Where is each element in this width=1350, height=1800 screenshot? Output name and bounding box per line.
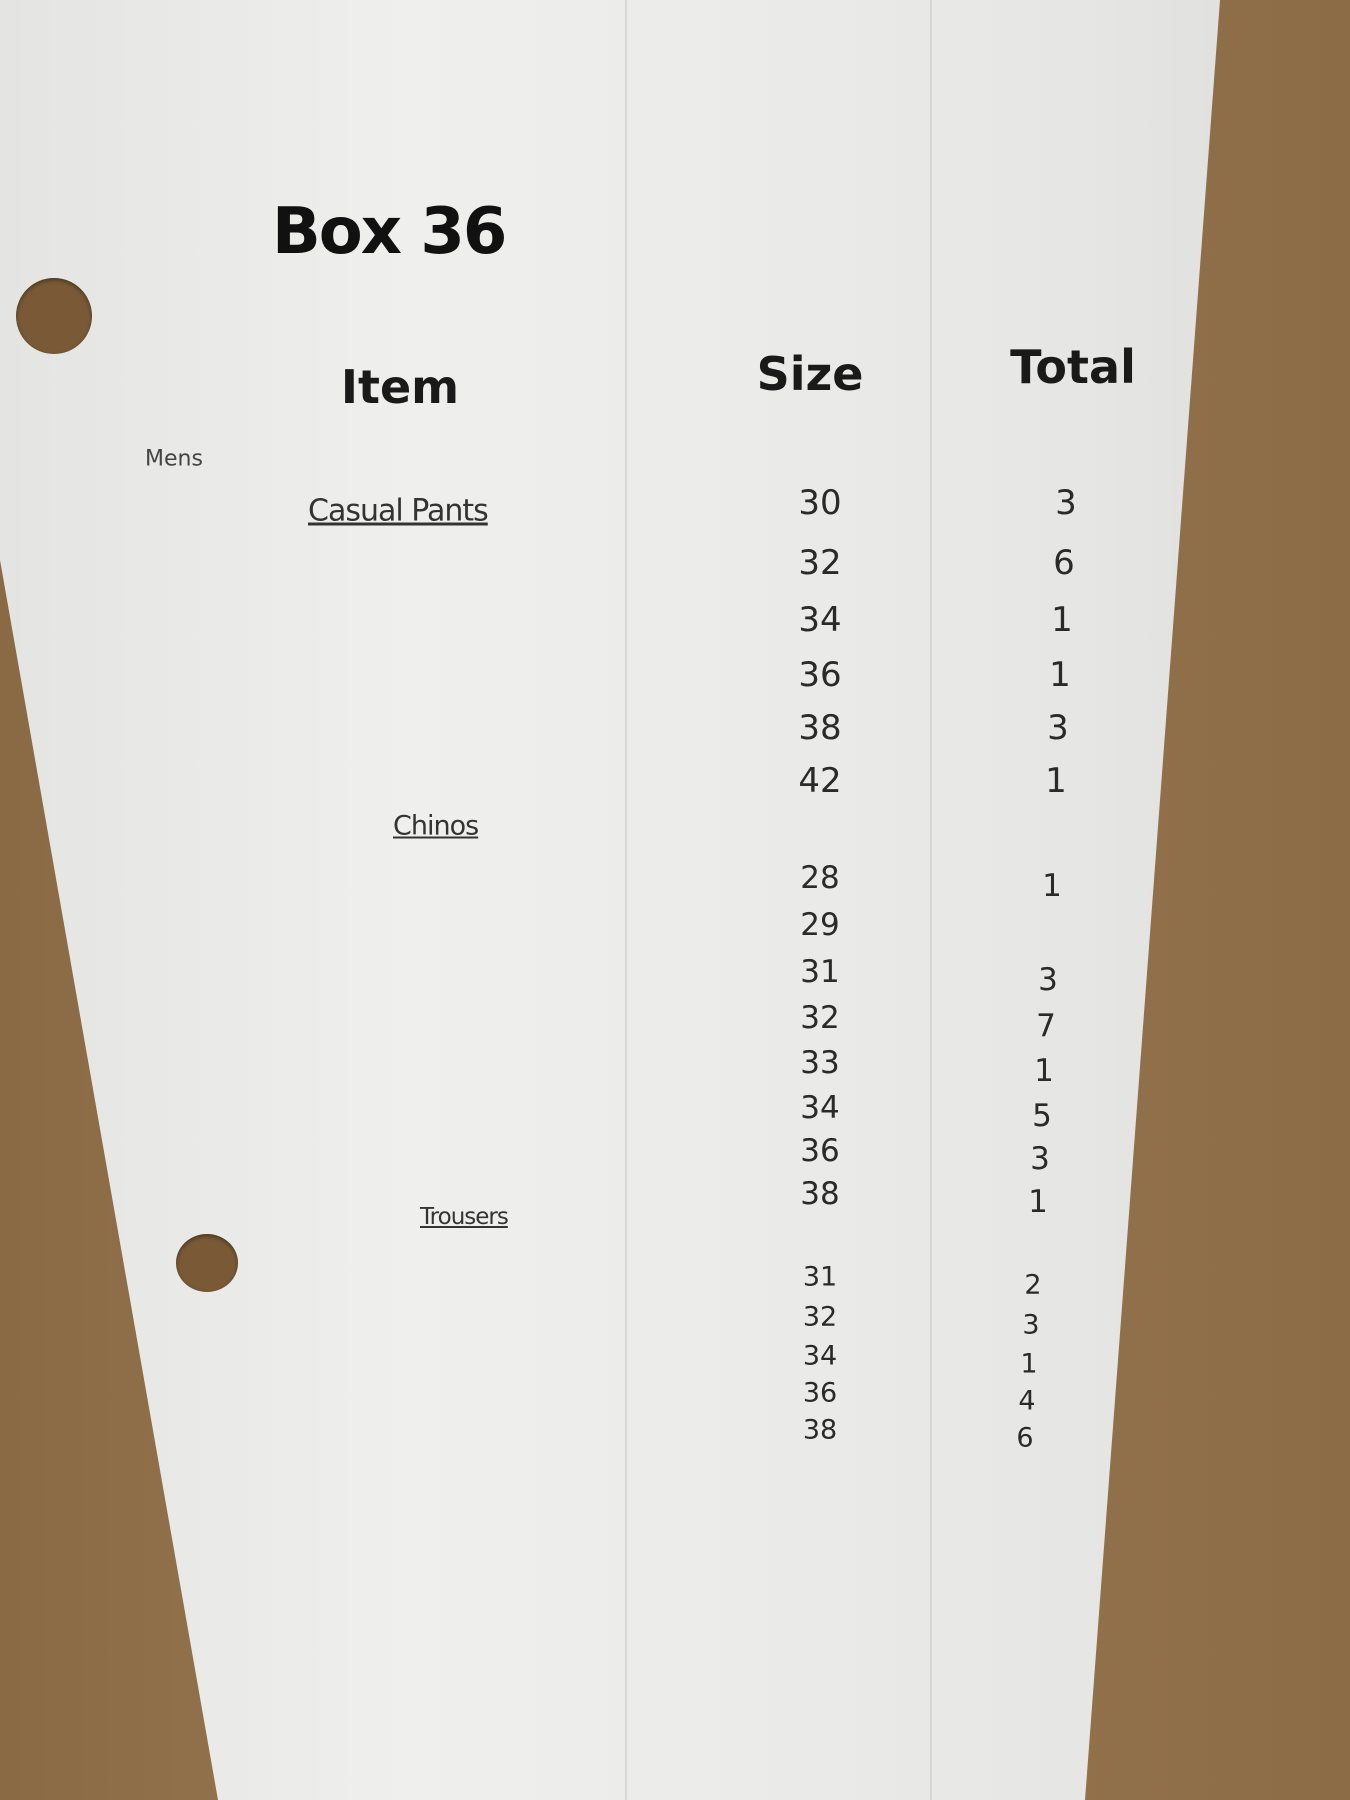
total-cell: 1: [1034, 1053, 1054, 1089]
total-cell: 1: [1028, 1184, 1048, 1220]
total-cell: 6: [1016, 1422, 1034, 1454]
total-cell: 3: [1047, 708, 1069, 748]
size-cell: 34: [800, 1090, 840, 1126]
total-cell: 3: [1055, 483, 1077, 523]
size-cell: 36: [800, 1133, 840, 1169]
size-cell: 32: [802, 1301, 838, 1333]
total-cell: 3: [1022, 1309, 1040, 1341]
item-name: Trousers: [420, 1204, 509, 1230]
punch-hole: [176, 1234, 238, 1292]
item-name: Casual Pants: [308, 493, 489, 529]
total-cell: 5: [1032, 1098, 1052, 1134]
size-cell: 31: [802, 1261, 838, 1293]
total-cell: 6: [1053, 543, 1075, 583]
total-cell: 3: [1038, 962, 1058, 998]
item-name: Chinos: [393, 810, 479, 842]
size-cell: 33: [800, 1045, 840, 1081]
header-item: Item: [340, 360, 460, 414]
page-title: Box 36: [272, 195, 507, 269]
total-cell: 2: [1024, 1269, 1042, 1301]
punch-hole: [16, 278, 92, 354]
size-cell: 29: [800, 907, 840, 943]
size-cell: 32: [800, 1000, 840, 1036]
size-cell: 28: [800, 860, 840, 896]
header-total: Total: [1010, 340, 1136, 394]
size-cell: 34: [802, 1340, 838, 1372]
size-cell: 38: [802, 1414, 838, 1446]
total-cell: 7: [1036, 1008, 1056, 1044]
paper-fold-line: [930, 0, 932, 1800]
size-cell: 36: [798, 655, 842, 695]
paper-fold-line: [625, 0, 627, 1800]
total-cell: 1: [1020, 1348, 1038, 1380]
total-cell: 4: [1018, 1385, 1036, 1417]
total-cell: 1: [1051, 600, 1073, 640]
size-cell: 38: [800, 1176, 840, 1212]
size-cell: 32: [798, 543, 842, 583]
total-cell: 1: [1049, 655, 1071, 695]
size-cell: 38: [798, 708, 842, 748]
size-cell: 42: [798, 761, 842, 801]
total-cell: 3: [1030, 1141, 1050, 1177]
total-cell: 1: [1042, 868, 1062, 904]
size-cell: 34: [798, 600, 842, 640]
size-cell: 36: [802, 1377, 838, 1409]
header-size: Size: [756, 347, 864, 401]
size-cell: 30: [798, 483, 842, 523]
size-cell: 31: [800, 954, 840, 990]
category-label: Mens: [145, 446, 203, 472]
total-cell: 1: [1045, 761, 1067, 801]
